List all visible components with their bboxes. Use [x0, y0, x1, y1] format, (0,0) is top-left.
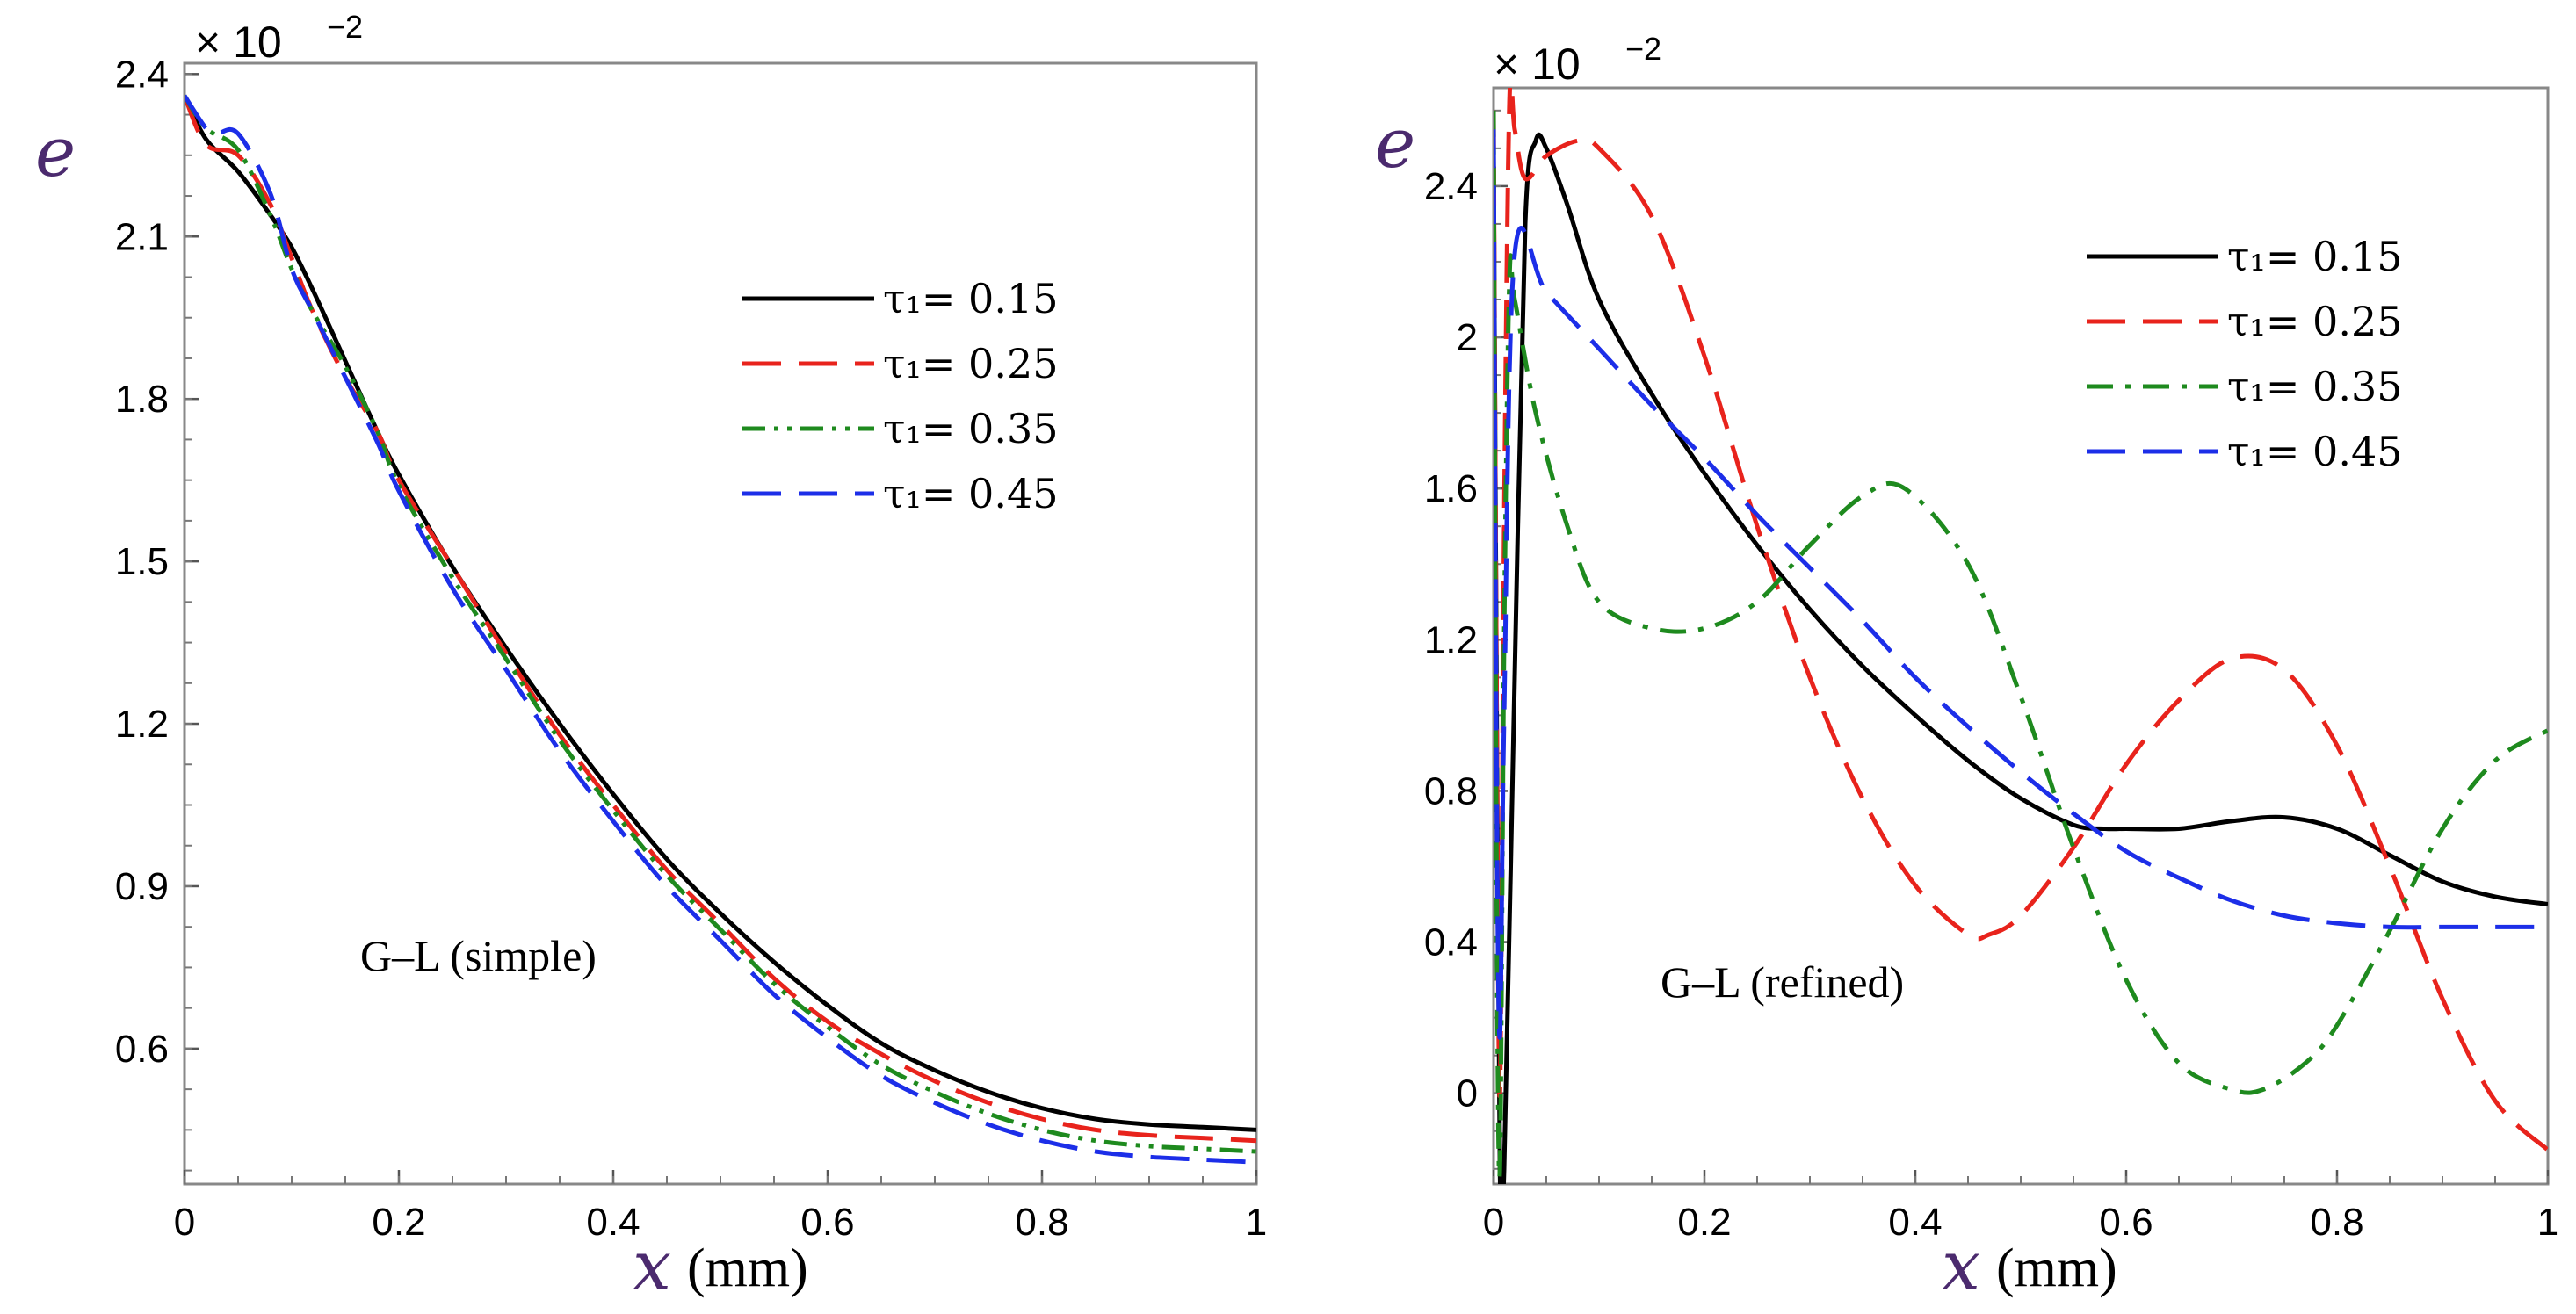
x-axis-unit: (mm)	[687, 1238, 808, 1298]
legend-label-1: τ₁= 0.15	[883, 275, 1058, 322]
x-axis-variable: x	[1942, 1227, 1980, 1306]
y-tick-label: 0.6	[115, 1028, 169, 1071]
x-tick-label: 0	[174, 1201, 195, 1244]
y-tick-label: 2.4	[115, 53, 169, 96]
series-line-3	[185, 94, 1256, 1154]
y-tick-label: 1.2	[1424, 618, 1478, 661]
legend-label-3: τ₁= 0.35	[883, 405, 1058, 452]
x-tick-label: 1	[2537, 1201, 2558, 1244]
x-tick-label: 0.8	[2310, 1201, 2363, 1244]
y-tick-label: 1.5	[115, 540, 169, 583]
series-line-2	[1494, 88, 2548, 1152]
panel-annotation: G–L (refined)	[1661, 957, 1904, 1007]
y-tick-label: 1.8	[115, 378, 169, 421]
x-tick-label: 0.6	[800, 1201, 854, 1244]
y-multiplier: × 10	[195, 18, 282, 67]
y-multiplier-exponent: −2	[327, 9, 363, 45]
series-line-1	[1494, 132, 2548, 1184]
y-axis-label: e	[1375, 105, 1415, 184]
x-tick-label: 1	[1246, 1201, 1267, 1244]
y-axis-label: e	[35, 113, 76, 192]
y-tick-label: 0.4	[1424, 921, 1478, 964]
series-line-2	[185, 94, 1256, 1144]
legend-label-4: τ₁= 0.45	[883, 470, 1058, 517]
series-line-3	[1494, 110, 2548, 1180]
y-tick-label: 2.4	[1424, 165, 1478, 208]
x-tick-label: 0.2	[372, 1201, 425, 1244]
series-line-4	[185, 94, 1256, 1165]
y-multiplier-exponent: −2	[1625, 31, 1661, 67]
y-tick-label: 0.8	[1424, 769, 1478, 812]
chart-panel-2: 0 0.2 0.4 0.6 0.8 1 0 0.4 0.8 1.2 1.6 2 2.4 × 10 −2 e x (…	[1375, 31, 2558, 1306]
y-tick-label: 2	[1457, 316, 1478, 359]
legend-label-1: τ₁= 0.15	[2227, 233, 2402, 280]
plot-frame	[183, 61, 1258, 1186]
x-axis-unit: (mm)	[1996, 1238, 2117, 1298]
series-line-4	[1494, 129, 2548, 1040]
y-multiplier: × 10	[1494, 40, 1581, 89]
legend-label-4: τ₁= 0.45	[2227, 428, 2402, 475]
panel-annotation: G–L (simple)	[360, 931, 597, 980]
x-tick-label: 0	[1483, 1201, 1504, 1244]
y-tick-label: 0	[1457, 1072, 1478, 1115]
legend-label-3: τ₁= 0.35	[2227, 363, 2402, 410]
x-tick-label: 0.8	[1015, 1201, 1068, 1244]
x-tick-label: 0.4	[1888, 1201, 1942, 1244]
legend-label-2: τ₁= 0.25	[2227, 298, 2402, 345]
legend-label-2: τ₁= 0.25	[883, 340, 1058, 387]
x-tick-label: 0.4	[586, 1201, 640, 1244]
x-tick-label: 0.2	[1677, 1201, 1731, 1244]
series-line-1	[185, 94, 1256, 1132]
x-tick-label: 0.6	[2099, 1201, 2153, 1244]
y-tick-label: 1.6	[1424, 467, 1478, 510]
y-tick-label: 2.1	[115, 215, 169, 258]
y-tick-label: 1.2	[115, 703, 169, 746]
y-tick-label: 0.9	[115, 865, 169, 908]
x-axis-variable: x	[633, 1227, 671, 1306]
chart-panel-1: 0 0.2 0.4 0.6 0.8 1 0.6 0.9 1.2 1.5 1.8 2.1 2.4 × 10 −…	[35, 9, 1267, 1306]
